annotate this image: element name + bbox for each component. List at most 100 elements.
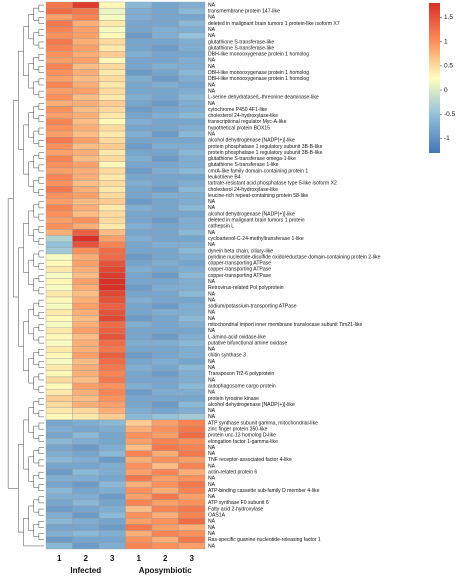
heatmap-cell bbox=[125, 259, 153, 267]
heatmap-cell bbox=[72, 468, 100, 476]
heatmap-cell bbox=[151, 450, 179, 457]
heatmap-cell bbox=[151, 14, 179, 21]
heatmap-cell bbox=[178, 137, 206, 144]
heatmap-cell bbox=[98, 223, 126, 230]
heatmap-cell bbox=[151, 462, 179, 470]
row-label: Transposon Tf2-6 polyprotein bbox=[208, 371, 274, 377]
heatmap-cell bbox=[151, 124, 179, 132]
heatmap-cell bbox=[72, 432, 100, 439]
heatmap-cell bbox=[125, 14, 153, 21]
heatmap-cell bbox=[72, 327, 100, 335]
heatmap-cell bbox=[98, 542, 126, 550]
row-label: hypothetical protein BOX15 bbox=[208, 125, 270, 131]
heatmap-cell bbox=[45, 106, 73, 113]
heatmap-cell bbox=[98, 57, 126, 64]
heatmap-cell bbox=[178, 198, 206, 205]
heatmap-cell bbox=[98, 130, 126, 138]
heatmap-cell bbox=[98, 524, 126, 531]
heatmap-cell bbox=[72, 198, 100, 205]
heatmap-cell bbox=[98, 456, 126, 464]
heatmap-cell bbox=[178, 536, 206, 544]
heatmap-cell bbox=[72, 38, 100, 46]
heatmap-cell bbox=[45, 358, 73, 365]
heatmap-cell bbox=[45, 161, 73, 169]
row-label: NA bbox=[208, 2, 216, 8]
heatmap-cell bbox=[45, 155, 73, 162]
heatmap-cell bbox=[178, 38, 206, 46]
heatmap-cell bbox=[98, 302, 126, 310]
heatmap-cell bbox=[178, 75, 206, 83]
heatmap-cell bbox=[178, 376, 206, 384]
heatmap-cell bbox=[45, 167, 73, 175]
heatmap-cell bbox=[45, 315, 73, 322]
heatmap-cell bbox=[151, 253, 179, 261]
heatmap-cell bbox=[151, 161, 179, 169]
row-label: DBH-like monooxygenase protein 1 homolog bbox=[208, 52, 309, 58]
heatmap-cell bbox=[45, 370, 73, 378]
heatmap-cell bbox=[178, 143, 206, 150]
heatmap-cell bbox=[98, 401, 126, 408]
row-label: zinc finger protein 350-like bbox=[208, 426, 268, 432]
heatmap-cell bbox=[151, 530, 179, 537]
row-label: NA bbox=[208, 519, 216, 525]
heatmap-cell bbox=[125, 278, 153, 285]
heatmap-cell bbox=[72, 180, 100, 187]
heatmap-cell bbox=[125, 475, 153, 482]
heatmap-cell bbox=[151, 38, 179, 46]
heatmap-cell bbox=[178, 173, 206, 181]
heatmap-cell bbox=[98, 210, 126, 218]
heatmap-cell bbox=[125, 456, 153, 464]
heatmap-cell bbox=[72, 346, 100, 353]
heatmap-cell bbox=[45, 475, 73, 482]
heatmap-cell bbox=[178, 333, 206, 341]
heatmap-cell bbox=[151, 198, 179, 205]
row-label: elongation factor 1-gamma-like bbox=[208, 439, 278, 445]
heatmap-cell bbox=[98, 204, 126, 212]
heatmap-cell bbox=[72, 266, 100, 273]
heatmap-cell bbox=[125, 87, 153, 95]
heatmap-cell bbox=[151, 309, 179, 316]
row-label: cmrA-like family domain-containing prote… bbox=[208, 168, 308, 174]
heatmap-cell bbox=[45, 235, 73, 242]
heatmap-cell bbox=[45, 124, 73, 132]
heatmap-cell bbox=[178, 118, 206, 126]
heatmap-cell bbox=[45, 530, 73, 537]
row-label: Retrovirus-related Pol polyprotein bbox=[208, 285, 284, 291]
heatmap-cell bbox=[45, 376, 73, 384]
heatmap-cell bbox=[178, 315, 206, 322]
legend-color-bar bbox=[429, 3, 440, 153]
row-label: DBH-like monooxygenase protein 1 homolog bbox=[208, 76, 309, 82]
heatmap-cell bbox=[178, 94, 206, 101]
heatmap-cell bbox=[151, 401, 179, 408]
heatmap-cell bbox=[72, 493, 100, 501]
heatmap-cell bbox=[151, 192, 179, 199]
heatmap-cell bbox=[72, 358, 100, 365]
heatmap-cell bbox=[45, 143, 73, 150]
heatmap-cell bbox=[125, 444, 153, 451]
heatmap-cell bbox=[178, 511, 206, 519]
heatmap-cell bbox=[45, 456, 73, 464]
heatmap-cell bbox=[125, 499, 153, 507]
heatmap-cell bbox=[151, 7, 179, 15]
heatmap-cell bbox=[125, 266, 153, 273]
heatmap-cell bbox=[72, 57, 100, 64]
heatmap-cell bbox=[45, 247, 73, 255]
heatmap-cell bbox=[178, 518, 206, 525]
row-label: protein tyrosine kinase bbox=[208, 396, 259, 402]
heatmap-cell bbox=[151, 247, 179, 255]
heatmap-cell bbox=[98, 358, 126, 365]
heatmap-cell bbox=[45, 333, 73, 341]
heatmap-cell bbox=[125, 462, 153, 470]
heatmap-cell bbox=[178, 69, 206, 76]
heatmap-cell bbox=[45, 462, 73, 470]
row-label: glutathione S-transferase-like bbox=[208, 39, 274, 45]
heatmap-cell bbox=[178, 407, 206, 414]
heatmap-cell bbox=[45, 130, 73, 138]
heatmap-cell bbox=[45, 499, 73, 507]
heatmap-cell bbox=[72, 302, 100, 310]
heatmap-cell bbox=[178, 364, 206, 371]
heatmap-cell bbox=[178, 44, 206, 52]
heatmap-cell bbox=[151, 456, 179, 464]
